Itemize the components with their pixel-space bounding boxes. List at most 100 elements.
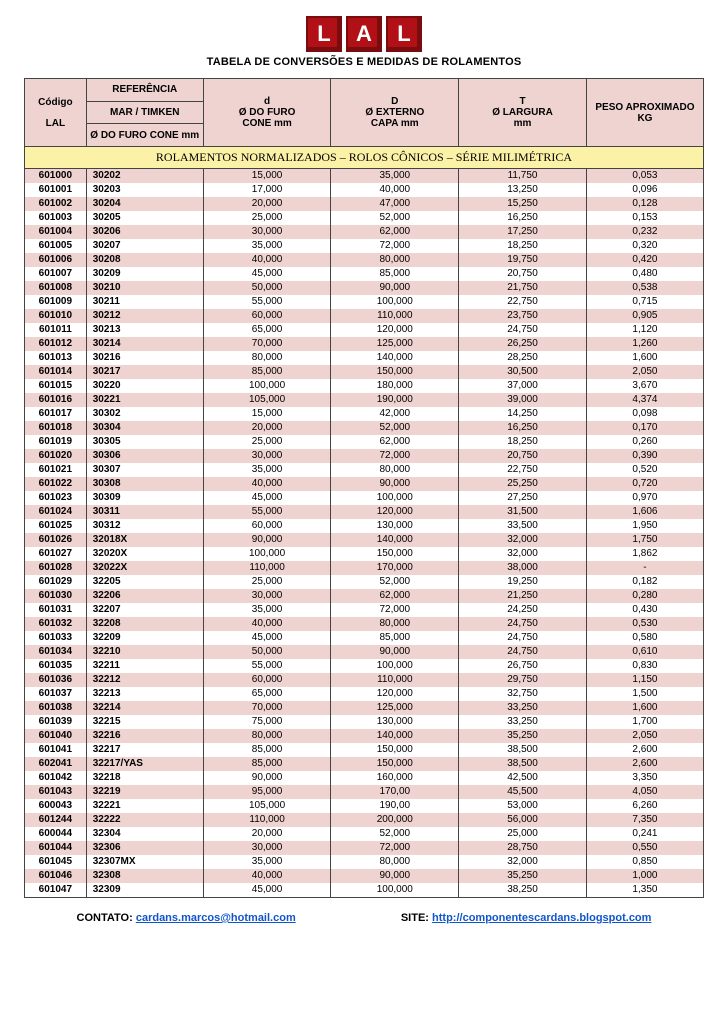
cell-codigo: 601019 — [25, 435, 87, 449]
cell-d: 40,000 — [203, 869, 331, 883]
cell-peso: 0,850 — [586, 855, 703, 869]
logo: L A L — [0, 16, 728, 52]
cell-codigo: 601047 — [25, 883, 87, 898]
cell-peso: 0,610 — [586, 645, 703, 659]
table-row: 6010023020420,00047,00015,2500,128 — [25, 197, 704, 211]
cell-T: 56,000 — [459, 813, 587, 827]
cell-T: 39,000 — [459, 393, 587, 407]
cell-codigo: 601017 — [25, 407, 87, 421]
cell-d: 85,000 — [203, 365, 331, 379]
cell-peso: 1,260 — [586, 337, 703, 351]
page-title: TABELA DE CONVERSÕES E MEDIDAS DE ROLAME… — [0, 56, 728, 68]
logo-letter-3: L — [386, 16, 422, 52]
cell-peso: 0,390 — [586, 449, 703, 463]
cell-d: 55,000 — [203, 659, 331, 673]
table-row: 6010223030840,00090,00025,2500,720 — [25, 477, 704, 491]
cell-codigo: 601026 — [25, 533, 87, 547]
cell-ref: 32211 — [86, 659, 203, 673]
cell-d: 70,000 — [203, 337, 331, 351]
cell-peso: 0,520 — [586, 463, 703, 477]
cell-d: 40,000 — [203, 253, 331, 267]
cell-peso: 0,320 — [586, 239, 703, 253]
cell-T: 23,750 — [459, 309, 587, 323]
table-row: 6010293220525,00052,00019,2500,182 — [25, 575, 704, 589]
table-row: 6000443230420,00052,00025,0000,241 — [25, 827, 704, 841]
cell-peso: 1,120 — [586, 323, 703, 337]
cell-d: 45,000 — [203, 491, 331, 505]
cell-peso: 2,050 — [586, 365, 703, 379]
table-row: 6010013020317,00040,00013,2500,096 — [25, 183, 704, 197]
cell-peso: - — [586, 561, 703, 575]
cell-peso: 1,750 — [586, 533, 703, 547]
cell-D: 90,000 — [331, 869, 459, 883]
cell-codigo: 601041 — [25, 743, 87, 757]
cell-peso: 0,538 — [586, 281, 703, 295]
cell-codigo: 601027 — [25, 547, 87, 561]
cell-codigo: 601018 — [25, 421, 87, 435]
cell-peso: 0,170 — [586, 421, 703, 435]
cell-codigo: 601000 — [25, 169, 87, 184]
cell-D: 35,000 — [331, 169, 459, 184]
cell-T: 24,250 — [459, 603, 587, 617]
cell-codigo: 601039 — [25, 715, 87, 729]
cell-T: 33,250 — [459, 715, 587, 729]
table-row: 6010343221050,00090,00024,7500,610 — [25, 645, 704, 659]
col-ref-top: REFERÊNCIA — [86, 79, 203, 102]
cell-peso: 0,260 — [586, 435, 703, 449]
cell-ref: 30214 — [86, 337, 203, 351]
table-row: 60101530220100,000180,00037,0003,670 — [25, 379, 704, 393]
cell-ref: 32306 — [86, 841, 203, 855]
cell-D: 90,000 — [331, 477, 459, 491]
cell-D: 62,000 — [331, 225, 459, 239]
cell-codigo: 601036 — [25, 673, 87, 687]
cell-ref: 30221 — [86, 393, 203, 407]
table-row: 60102632018X90,000140,00032,0001,750 — [25, 533, 704, 547]
T-mid: Ø LARGURA — [459, 107, 586, 118]
table-row: 6010433221995,000170,0045,5004,050 — [25, 785, 704, 799]
cell-codigo: 601014 — [25, 365, 87, 379]
cell-codigo: 601021 — [25, 463, 87, 477]
logo-letter-1: L — [306, 16, 342, 52]
cell-T: 15,250 — [459, 197, 587, 211]
contato-email-link[interactable]: cardans.marcos@hotmail.com — [136, 912, 296, 924]
cell-T: 38,500 — [459, 757, 587, 771]
cell-T: 16,250 — [459, 211, 587, 225]
cell-peso: 0,182 — [586, 575, 703, 589]
cell-codigo: 601029 — [25, 575, 87, 589]
cell-ref: 32020X — [86, 547, 203, 561]
cell-codigo: 601042 — [25, 771, 87, 785]
cell-ref: 32214 — [86, 701, 203, 715]
cell-d: 85,000 — [203, 743, 331, 757]
cell-D: 72,000 — [331, 239, 459, 253]
ref-bottom-b: CONE mm — [150, 130, 199, 141]
table-row: 6010333220945,00085,00024,7500,580 — [25, 631, 704, 645]
cell-T: 38,250 — [459, 883, 587, 898]
cell-D: 150,000 — [331, 365, 459, 379]
cell-D: 80,000 — [331, 253, 459, 267]
cell-d: 40,000 — [203, 617, 331, 631]
col-D: D Ø EXTERNO CAPA mm — [331, 79, 459, 147]
D-mid: Ø EXTERNO — [331, 107, 458, 118]
cell-peso: 0,970 — [586, 491, 703, 505]
cell-codigo: 601003 — [25, 211, 87, 225]
cell-d: 35,000 — [203, 239, 331, 253]
cell-T: 32,000 — [459, 547, 587, 561]
cell-ref: 32308 — [86, 869, 203, 883]
cell-T: 21,250 — [459, 589, 587, 603]
cell-peso: 0,720 — [586, 477, 703, 491]
cell-T: 25,250 — [459, 477, 587, 491]
cell-peso: 0,128 — [586, 197, 703, 211]
cell-d: 25,000 — [203, 575, 331, 589]
cell-D: 130,000 — [331, 519, 459, 533]
cell-ref: 30305 — [86, 435, 203, 449]
site-url-link[interactable]: http://componentescardans.blogspot.com — [432, 912, 651, 924]
cell-d: 15,000 — [203, 407, 331, 421]
cell-codigo: 601035 — [25, 659, 87, 673]
cell-ref: 32209 — [86, 631, 203, 645]
col-d: d Ø DO FURO CONE mm — [203, 79, 331, 147]
cell-ref: 30211 — [86, 295, 203, 309]
cell-T: 32,000 — [459, 855, 587, 869]
table-row: 6010053020735,00072,00018,2500,320 — [25, 239, 704, 253]
cell-d: 80,000 — [203, 729, 331, 743]
cell-codigo: 601009 — [25, 295, 87, 309]
